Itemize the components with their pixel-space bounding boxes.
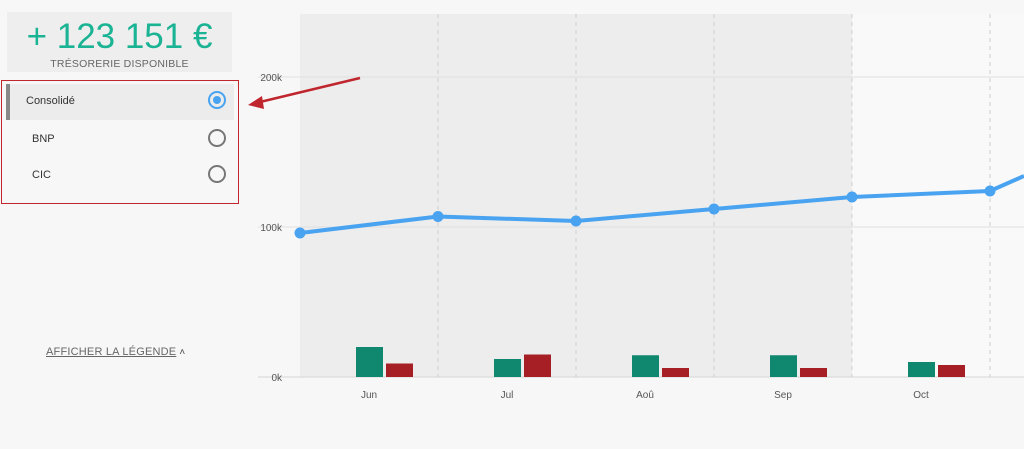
show-legend-link[interactable]: AFFICHER LA LÉGENDE ˄ (46, 346, 185, 358)
left-panel: + 123 151 € TRÉSORERIE DISPONIBLE Consol… (0, 0, 240, 449)
annotation-arrow-line (259, 76, 361, 104)
x-tick-label: Oct (913, 390, 929, 401)
treasury-label: TRÉSORERIE DISPONIBLE (50, 58, 189, 70)
bank-option-label: BNP (32, 133, 55, 145)
bar-out (662, 368, 689, 377)
line-point (846, 191, 858, 203)
bank-option-label: Consolidé (26, 95, 75, 107)
line-point (432, 211, 444, 222)
bar-out (524, 354, 551, 377)
bank-option-bnp[interactable]: BNP (6, 122, 234, 158)
bar-in (494, 359, 521, 377)
bar-in (632, 355, 659, 377)
show-legend-label: AFFICHER LA LÉGENDE (46, 346, 177, 358)
bar-in (356, 347, 383, 377)
bank-option-consolide[interactable]: Consolidé (6, 84, 234, 120)
x-tick-label: Jun (361, 390, 377, 401)
bar-out (386, 363, 413, 377)
bar-in (908, 362, 935, 377)
radio-checked-icon[interactable] (208, 91, 226, 109)
bar-in (770, 355, 797, 377)
y-tick-label: 200k (260, 73, 283, 84)
annotation-arrow (248, 76, 361, 109)
bar-out (938, 365, 965, 377)
x-tick-label: Sep (774, 390, 792, 401)
line-point (294, 227, 306, 239)
treasury-summary: + 123 151 € TRÉSORERIE DISPONIBLE (7, 12, 232, 72)
bar-out (800, 368, 827, 377)
x-tick-label: Jul (501, 390, 514, 401)
x-tick-label: Aoû (636, 390, 654, 401)
radio-unchecked-icon[interactable] (208, 165, 226, 183)
bank-option-label: CIC (32, 169, 51, 181)
line-point (570, 215, 582, 227)
bank-selector: Consolidé BNP CIC (1, 80, 239, 204)
treasury-amount: + 123 151 € (26, 17, 213, 56)
annotation-arrow-head (248, 96, 264, 109)
line-point (984, 185, 996, 197)
line-point (708, 203, 720, 215)
radio-unchecked-icon[interactable] (208, 129, 226, 147)
chevron-up-icon: ˄ (179, 347, 186, 358)
plot-shaded-band (300, 14, 852, 377)
y-tick-label: 100k (260, 223, 283, 234)
y-tick-label: 0k (271, 373, 283, 384)
bank-option-cic[interactable]: CIC (6, 158, 234, 194)
